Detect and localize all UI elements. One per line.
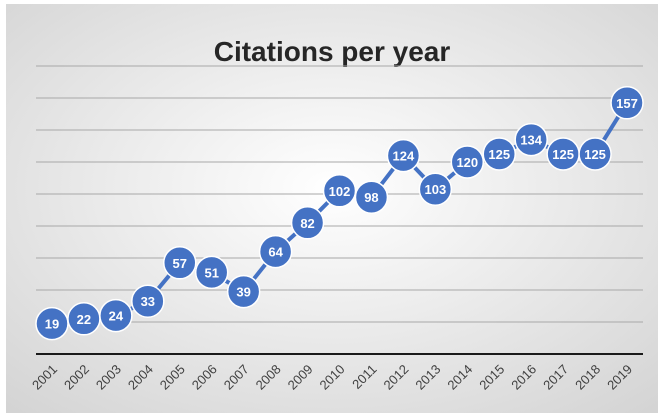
data-label: 33 xyxy=(141,294,155,309)
data-point xyxy=(163,246,197,280)
data-point xyxy=(482,137,516,171)
data-point xyxy=(322,174,357,208)
data-label: 125 xyxy=(552,147,574,162)
data-label: 51 xyxy=(204,265,218,280)
data-point xyxy=(99,298,133,333)
data-label: 103 xyxy=(424,182,446,197)
data-point xyxy=(131,284,165,318)
data-label: 39 xyxy=(236,285,250,300)
data-point xyxy=(386,138,421,173)
chart-background xyxy=(6,4,658,413)
data-label: 157 xyxy=(616,96,638,111)
data-point xyxy=(194,255,229,290)
chart-container: Citations per year 2001 2002 2003 2004 2005 2… xyxy=(6,4,658,413)
data-label: 22 xyxy=(77,312,91,327)
series-citations: 19 22 24 33 57 51 39 64 82 102 98 124 103 120 125 134 12… xyxy=(35,86,644,341)
data-label: 124 xyxy=(393,149,415,164)
data-label: 125 xyxy=(584,147,606,162)
data-label: 19 xyxy=(45,317,59,332)
data-point xyxy=(514,122,548,157)
data-label: 134 xyxy=(520,133,542,148)
data-point xyxy=(610,86,644,120)
data-point xyxy=(578,137,612,171)
data-label: 102 xyxy=(329,184,351,199)
data-point xyxy=(226,274,261,309)
data-label: 98 xyxy=(364,190,378,205)
data-point xyxy=(418,172,453,206)
data-label: 125 xyxy=(488,147,510,162)
data-label: 120 xyxy=(456,155,478,170)
data-point xyxy=(450,145,485,179)
data-label: 82 xyxy=(300,216,314,231)
data-point xyxy=(354,180,389,214)
data-label: 57 xyxy=(173,256,187,271)
data-point xyxy=(290,206,325,240)
line-chart: Citations per year 2001 2002 2003 2004 2005 2… xyxy=(6,4,658,413)
data-label: 64 xyxy=(268,245,283,260)
chart-title: Citations per year xyxy=(214,36,451,67)
data-point xyxy=(258,234,293,269)
data-label: 24 xyxy=(109,309,124,324)
